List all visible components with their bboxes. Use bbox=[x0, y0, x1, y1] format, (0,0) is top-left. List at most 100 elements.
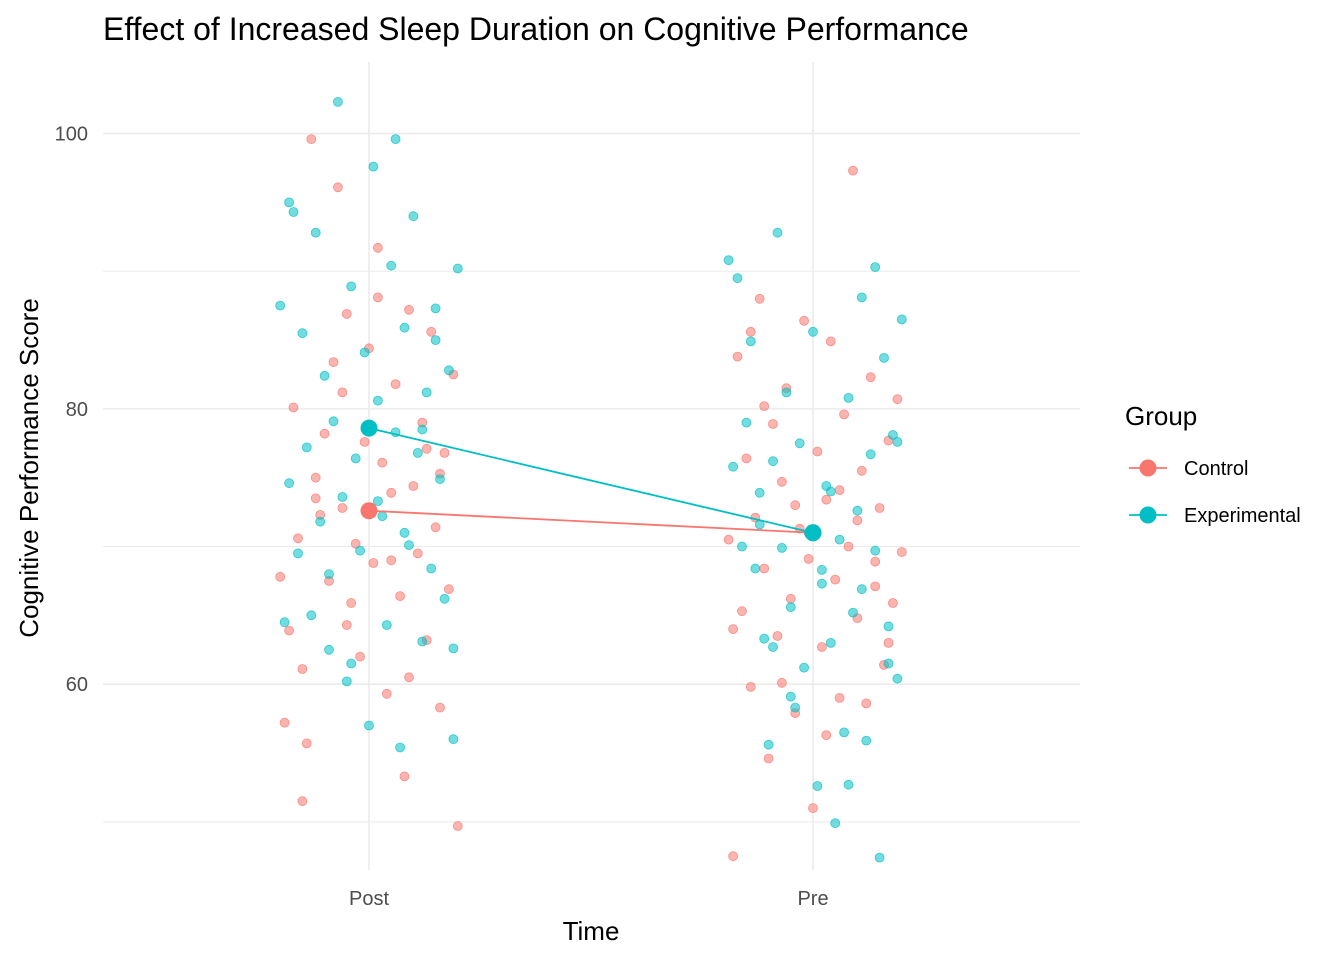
data-point-experimental bbox=[297, 328, 308, 339]
data-point-experimental bbox=[417, 636, 428, 647]
data-point-control bbox=[865, 372, 876, 383]
mean-point-experimental bbox=[804, 524, 822, 542]
data-point-experimental bbox=[319, 370, 330, 381]
data-point-experimental bbox=[377, 511, 388, 522]
data-point-experimental bbox=[355, 545, 366, 556]
y-tick-label: 80 bbox=[66, 399, 88, 421]
data-point-experimental bbox=[825, 638, 836, 648]
data-point-experimental bbox=[448, 643, 459, 654]
mean-point-control bbox=[360, 502, 378, 520]
data-point-experimental bbox=[785, 602, 796, 612]
data-point-control bbox=[728, 624, 738, 634]
data-point-experimental bbox=[817, 578, 827, 589]
data-point-experimental bbox=[315, 516, 326, 527]
data-point-control bbox=[861, 698, 872, 709]
data-point-control bbox=[768, 419, 778, 429]
data-point-experimental bbox=[328, 416, 339, 427]
mean-line-experimental bbox=[368, 427, 814, 534]
data-point-control bbox=[759, 401, 770, 412]
data-point-control bbox=[359, 436, 370, 447]
data-point-control bbox=[821, 730, 832, 740]
data-point-experimental bbox=[417, 424, 428, 435]
data-point-experimental bbox=[310, 227, 321, 238]
data-point-experimental bbox=[346, 658, 357, 669]
data-point-experimental bbox=[892, 673, 903, 684]
data-point-experimental bbox=[324, 644, 334, 655]
data-point-experimental bbox=[364, 720, 374, 731]
data-point-experimental bbox=[870, 262, 881, 273]
data-point-experimental bbox=[301, 442, 312, 453]
data-point-experimental bbox=[856, 584, 867, 595]
data-point-experimental bbox=[777, 543, 787, 553]
data-point-control bbox=[297, 664, 308, 674]
data-point-experimental bbox=[732, 273, 743, 284]
data-point-experimental bbox=[723, 255, 734, 266]
data-point-experimental bbox=[399, 322, 410, 333]
data-point-control bbox=[870, 581, 881, 592]
data-point-control bbox=[732, 351, 743, 362]
data-point-experimental bbox=[839, 727, 849, 738]
data-point-experimental bbox=[332, 97, 343, 107]
data-point-experimental bbox=[341, 676, 352, 687]
data-point-experimental bbox=[737, 541, 747, 552]
data-point-experimental bbox=[817, 565, 827, 575]
data-point-experimental bbox=[768, 456, 778, 467]
data-point-control bbox=[350, 538, 361, 549]
data-point-experimental bbox=[883, 621, 894, 632]
data-point-control bbox=[332, 182, 343, 193]
data-point-control bbox=[830, 574, 841, 585]
x-tick-label: Pre bbox=[797, 888, 828, 910]
data-point-control bbox=[386, 555, 397, 566]
legend-label: Experimental bbox=[1184, 505, 1301, 527]
data-point-experimental bbox=[359, 347, 370, 358]
data-point-control bbox=[817, 642, 827, 652]
data-point-control bbox=[870, 556, 881, 567]
data-point-experimental bbox=[306, 610, 317, 621]
data-point-control bbox=[839, 409, 849, 420]
data-point-experimental bbox=[768, 642, 778, 652]
data-point-experimental bbox=[883, 658, 894, 669]
data-point-experimental bbox=[386, 260, 397, 271]
data-point-control bbox=[288, 402, 299, 413]
data-point-control bbox=[341, 308, 352, 319]
data-point-control bbox=[319, 428, 330, 439]
data-point-experimental bbox=[852, 505, 863, 516]
data-point-experimental bbox=[874, 852, 885, 863]
data-point-experimental bbox=[741, 417, 752, 428]
data-point-experimental bbox=[430, 303, 441, 314]
data-point-control bbox=[852, 515, 863, 526]
data-point-control bbox=[808, 803, 818, 813]
data-point-experimental bbox=[275, 300, 286, 311]
data-point-control bbox=[310, 493, 321, 504]
data-point-experimental bbox=[408, 211, 419, 222]
data-point-experimental bbox=[399, 527, 410, 538]
data-point-experimental bbox=[421, 387, 432, 398]
data-point-control bbox=[412, 548, 423, 559]
data-point-experimental bbox=[435, 474, 445, 485]
data-point-control bbox=[883, 638, 894, 648]
data-point-experimental bbox=[284, 478, 295, 489]
data-point-experimental bbox=[293, 548, 303, 559]
data-point-control bbox=[377, 457, 388, 468]
group-mean-lines bbox=[360, 419, 822, 542]
chart-title: Effect of Increased Sleep Duration on Co… bbox=[103, 11, 969, 47]
data-point-experimental bbox=[443, 365, 454, 376]
data-point-control bbox=[856, 465, 867, 476]
data-point-control bbox=[723, 534, 734, 545]
data-point-experimental bbox=[834, 534, 845, 545]
legend-label: Control bbox=[1184, 458, 1248, 480]
data-point-control bbox=[896, 547, 907, 557]
data-point-control bbox=[399, 771, 410, 782]
data-point-experimental bbox=[452, 263, 463, 274]
data-point-experimental bbox=[794, 438, 805, 449]
data-point-experimental bbox=[430, 335, 441, 346]
x-axis-title: Time bbox=[563, 916, 620, 946]
data-point-experimental bbox=[337, 492, 348, 502]
data-point-control bbox=[772, 631, 783, 641]
data-point-control bbox=[848, 165, 858, 176]
data-point-control bbox=[843, 541, 854, 552]
data-point-control bbox=[372, 242, 383, 253]
data-point-control bbox=[386, 487, 397, 498]
data-point-experimental bbox=[288, 207, 299, 217]
